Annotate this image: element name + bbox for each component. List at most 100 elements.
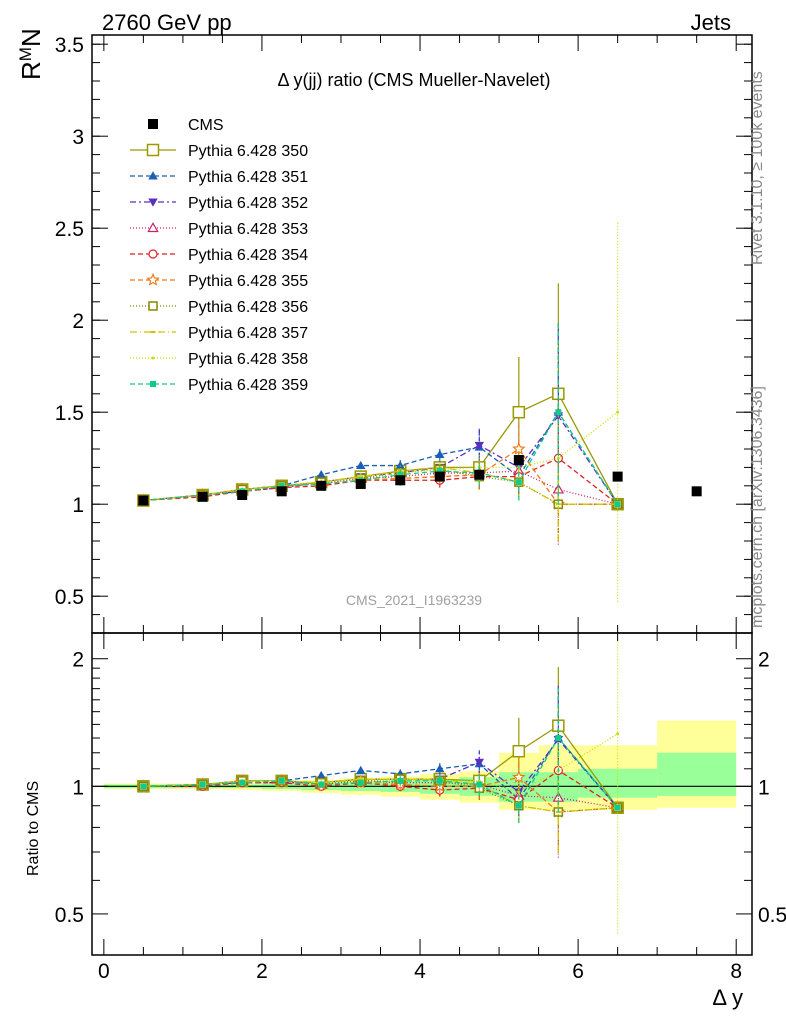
ratio-series-line: [143, 776, 618, 813]
ratio-y-tick-label: 2: [72, 649, 84, 672]
cms-point: [434, 471, 445, 482]
ratio-point: [278, 777, 285, 784]
ratio-y-tick-label-right: 2: [758, 649, 770, 672]
cms-point: [355, 478, 366, 489]
y-tick-label: 1.5: [55, 402, 84, 425]
analysis-watermark: CMS_2021_I1963239: [346, 592, 482, 608]
ratio-point: [476, 781, 483, 788]
plot-title: Δ y(jj) ratio (CMS Mueller-Navelet): [277, 70, 550, 90]
ratio-series-line: [143, 733, 618, 793]
ylabel-n: N: [16, 28, 46, 47]
x-tick-label: 4: [414, 960, 426, 983]
ratio-y-tick-label: 1: [72, 776, 84, 799]
series-350: [137, 283, 624, 511]
x-axis-label: Δ y: [712, 985, 743, 1010]
ratio-point: [517, 790, 521, 794]
legend-label: Pythia 6.428 356: [188, 299, 308, 316]
ratio-point: [474, 758, 485, 767]
ratio-point: [356, 765, 366, 774]
data-point: [395, 460, 405, 470]
data-point: [512, 405, 526, 419]
ratio-point: [515, 802, 522, 809]
cms-point: [237, 490, 248, 500]
x-tick-label: 0: [98, 960, 110, 983]
band-inner-bin: [657, 752, 737, 796]
y-tick-label: 3: [72, 126, 84, 149]
data-point: [435, 449, 445, 458]
data-point: [397, 471, 404, 478]
x-tick-label: 2: [256, 960, 268, 983]
legend-marker: [148, 171, 158, 180]
header-left: 2760 GeV pp: [102, 10, 232, 35]
cms-point: [395, 475, 406, 486]
ratio-point: [512, 744, 526, 758]
series-357: [140, 460, 621, 541]
legend-label: Pythia 6.428 359: [188, 377, 308, 394]
data-point: [436, 468, 443, 475]
legend-label: Pythia 6.428 352: [188, 195, 308, 212]
ylabel-r: R: [16, 61, 46, 80]
ratio-point: [435, 764, 445, 773]
legend-marker: [146, 272, 160, 286]
y-tick-label: 2.5: [55, 218, 84, 241]
legend-label: Pythia 6.428 353: [188, 221, 308, 238]
ratio-y-tick-label-right: 0.5: [758, 904, 786, 927]
y-tick-label: 1: [72, 494, 84, 517]
ylabel-m: M: [16, 47, 35, 61]
ratio-point: [239, 779, 246, 786]
data-point: [474, 441, 485, 451]
cms-point: [276, 486, 287, 497]
legend-marker: [147, 222, 159, 233]
y-tick-label: 3.5: [55, 34, 84, 57]
cms-point: [612, 471, 623, 482]
data-point: [515, 479, 522, 486]
legend-label: CMS: [188, 117, 224, 134]
ratio-point: [357, 779, 364, 786]
y-tick-label: 2: [72, 310, 84, 333]
series-line: [143, 410, 619, 505]
legend-marker: [148, 198, 158, 207]
legend-marker: [146, 143, 160, 157]
series-354: [138, 403, 623, 514]
data-point: [616, 410, 620, 414]
ratio-point: [199, 781, 206, 788]
series-line: [143, 448, 618, 505]
ratio-point: [316, 770, 326, 780]
cms-point: [197, 491, 208, 502]
cms-point: [138, 495, 149, 506]
side-text-top: Rivet 3.1.10, ≥ 100k events: [749, 71, 766, 265]
ratio-series-359: [140, 685, 621, 823]
legend-label: Pythia 6.428 357: [188, 325, 308, 342]
data-point: [556, 456, 560, 460]
data-point: [356, 460, 366, 470]
x-tick-label: 6: [572, 960, 584, 983]
series-line: [143, 392, 619, 505]
y-tick-label: 0.5: [55, 586, 84, 609]
series-line: [143, 411, 619, 502]
title-text: y(jj) ratio (CMS Mueller-Navelet): [288, 70, 550, 90]
series-353: [137, 434, 624, 545]
cms-point: [316, 480, 327, 491]
legend-label: Pythia 6.428 350: [188, 143, 308, 160]
ratio-point: [555, 735, 562, 742]
legend-marker: [150, 381, 156, 387]
series-359: [140, 320, 621, 508]
ratio-series-line: [143, 780, 618, 809]
ratio-y-tick-label-right: 1: [758, 776, 770, 799]
legend: CMS Pythia 6.428 350 Pythia 6.428 351 Pythi…: [130, 117, 308, 394]
series-355: [136, 421, 625, 541]
ratio-point: [397, 777, 404, 784]
legend-marker: [148, 249, 158, 259]
legend-label: Pythia 6.428 354: [188, 247, 308, 264]
series-line: [143, 466, 618, 505]
series-cms: [138, 455, 702, 506]
ratio-frame: [91, 632, 753, 956]
cms-point: [474, 469, 485, 480]
ratio-point: [436, 777, 443, 784]
ratio-y-tick-label: 0.5: [55, 904, 84, 927]
legend-label: Pythia 6.428 358: [188, 351, 308, 368]
data-point: [555, 409, 562, 416]
series-line: [143, 410, 619, 505]
ratio-point: [614, 804, 621, 811]
ratio-series-line: [143, 778, 618, 813]
